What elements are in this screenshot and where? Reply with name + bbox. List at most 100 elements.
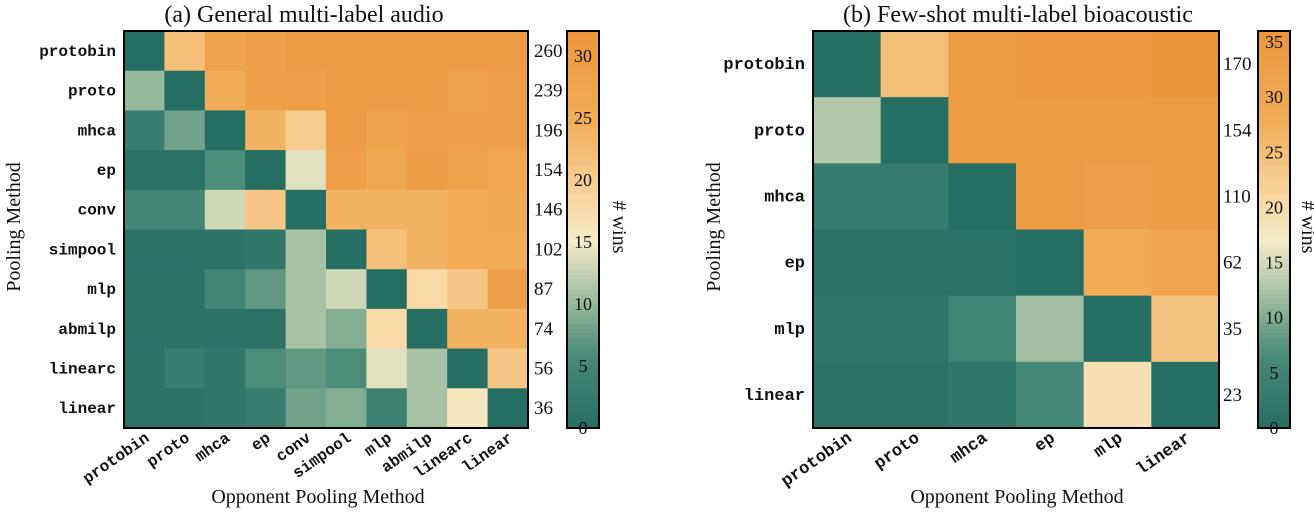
colorbar-segment <box>1258 259 1290 265</box>
row-total: 35 <box>1223 319 1242 340</box>
heatmap-cell <box>326 308 367 350</box>
heatmap-cell <box>447 348 489 389</box>
heatmap-cell <box>164 31 206 72</box>
col-label: proto <box>871 429 924 474</box>
colorbar-segment <box>567 284 599 290</box>
colorbar-tick-label: 15 <box>574 232 592 252</box>
heatmap-cell <box>285 348 327 389</box>
colorbar-segment <box>1258 323 1290 330</box>
heatmap-cell <box>813 31 882 98</box>
colorbar-segment <box>1258 75 1290 82</box>
colorbar-segment <box>567 378 599 384</box>
colorbar-segment <box>1258 308 1290 315</box>
colorbar-segment <box>567 130 599 136</box>
panel-a-row-labels: protobin proto mhca ep conv simpool mlp abmilp l… <box>39 43 116 418</box>
colorbar-segment <box>1258 294 1290 300</box>
heatmap-cell <box>366 189 408 231</box>
colorbar-segment <box>1258 234 1290 240</box>
heatmap-cell <box>1016 295 1085 363</box>
heatmap-cell <box>1016 31 1085 98</box>
row-total: 260 <box>534 41 563 62</box>
heatmap-cell <box>366 70 408 111</box>
heatmap-cell <box>487 110 529 151</box>
colorbar-segment <box>567 328 599 335</box>
heatmap-cell <box>366 269 408 310</box>
row-label: mhca <box>78 122 117 140</box>
colorbar-segment <box>1258 298 1290 305</box>
heatmap-cell <box>326 269 367 310</box>
colorbar-segment <box>1258 328 1290 335</box>
colorbar-segment <box>567 229 599 235</box>
heatmap-cell <box>1151 31 1220 98</box>
colorbar-segment <box>1258 145 1290 151</box>
heatmap-cell <box>948 229 1017 297</box>
heatmap-cell <box>948 163 1017 231</box>
row-total: 36 <box>534 398 553 419</box>
heatmap-cell <box>406 31 448 72</box>
heatmap-cell <box>406 308 448 350</box>
heatmap-cell <box>285 189 327 231</box>
colorbar-segment <box>1258 55 1290 62</box>
colorbar-segment <box>567 393 599 399</box>
colorbar-segment <box>1258 269 1290 275</box>
heatmap-cell <box>447 189 489 231</box>
heatmap-cell <box>164 229 206 270</box>
heatmap-cell <box>948 295 1017 363</box>
heatmap-cell <box>124 308 165 350</box>
colorbar-segment <box>1258 70 1290 77</box>
heatmap-cell <box>487 308 529 350</box>
colorbar-segment <box>1258 115 1290 121</box>
colorbar-segment <box>567 164 599 171</box>
colorbar-segment <box>567 65 599 72</box>
row-total: 170 <box>1223 54 1252 75</box>
heatmap-cell <box>1016 229 1085 297</box>
colorbar-segment <box>1258 303 1290 310</box>
heatmap-cell <box>285 269 327 310</box>
heatmap-cell <box>880 31 949 98</box>
heatmap-panel-a: (a) General multi-label audio Pooling Me… <box>3 2 630 508</box>
colorbar-segment <box>1258 135 1290 141</box>
heatmap-cell <box>124 31 165 72</box>
colorbar-segment <box>567 75 599 82</box>
colorbar-tick-label: 35 <box>1265 32 1283 52</box>
heatmap-cell <box>880 229 949 297</box>
panel-b-xlabel: Opponent Pooling Method <box>910 486 1123 508</box>
heatmap-cell <box>204 269 246 310</box>
heatmap-cell <box>204 189 246 231</box>
colorbar-segment <box>1258 353 1290 360</box>
heatmap-cell <box>1151 361 1220 429</box>
heatmap-cell <box>1151 295 1220 363</box>
heatmap-cell <box>447 110 489 151</box>
heatmap-cell <box>326 189 367 231</box>
colorbar-segment <box>567 234 599 240</box>
colorbar-segment <box>567 90 599 97</box>
colorbar-segment <box>567 219 599 226</box>
colorbar-segment <box>1258 284 1290 290</box>
row-total: 102 <box>534 239 563 260</box>
colorbar-segment <box>567 184 599 191</box>
colorbar-segment <box>567 383 599 389</box>
row-total: 74 <box>534 319 554 340</box>
heatmap-cell <box>813 295 882 363</box>
heatmap-cell <box>124 229 165 270</box>
colorbar-segment <box>1258 169 1290 176</box>
heatmap-cell <box>245 31 287 72</box>
panel-b-colorbar-ticks: 0 5 10 15 20 25 30 35 <box>1265 32 1283 438</box>
row-label: proto <box>754 122 805 141</box>
heatmap-cell <box>880 361 949 429</box>
col-label: mhca <box>947 429 991 468</box>
colorbar-segment <box>567 373 599 379</box>
colorbar-segment <box>567 279 599 285</box>
row-total: 154 <box>534 160 563 181</box>
colorbar-tick-label: 25 <box>1265 142 1283 162</box>
colorbar-segment <box>567 70 599 77</box>
colorbar-segment <box>567 254 599 260</box>
panel-a-title: (a) General multi-label audio <box>164 2 443 28</box>
panel-a-colorbar-ticks: 0 5 10 15 20 25 30 <box>574 46 592 438</box>
colorbar-segment <box>1258 65 1290 72</box>
colorbar-tick-label: 20 <box>574 170 592 190</box>
panel-b-row-labels: protobin proto mhca ep mlp linear <box>723 56 805 406</box>
heatmap-cell <box>447 229 489 270</box>
row-label: proto <box>68 83 116 101</box>
heatmap-cell <box>285 110 327 151</box>
